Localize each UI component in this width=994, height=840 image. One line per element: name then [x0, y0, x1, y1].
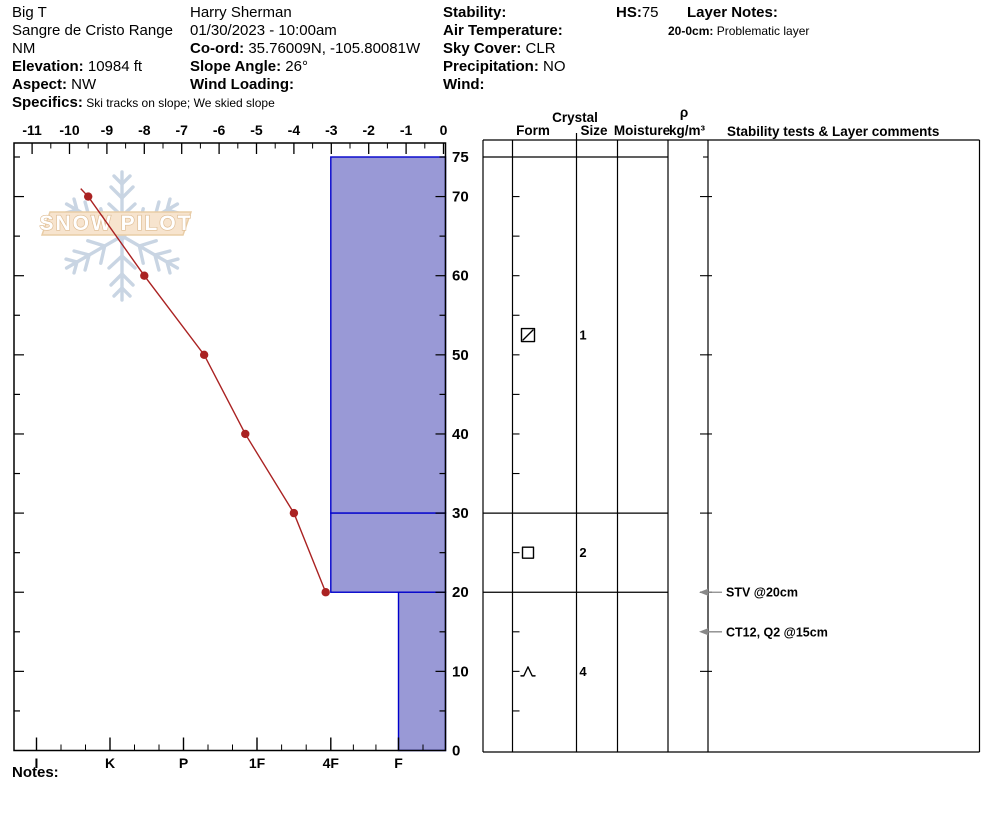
stability-test-comment: STV @20cm: [726, 586, 798, 600]
layer-notes-row: 20-0cm: Problematic layer: [668, 24, 810, 38]
temperature-line: [80, 188, 327, 593]
weather-info-row: Air Temperature:: [443, 22, 563, 39]
temp-axis-label: 0: [440, 122, 448, 138]
hardness-axis-label: P: [179, 755, 188, 771]
observer-info-row: Slope Angle: 26°: [190, 58, 308, 75]
temp-axis-label: -3: [325, 122, 338, 138]
temperature-point: [241, 429, 250, 439]
weather-info-row: Stability:: [443, 4, 507, 21]
layer-notes-row: Layer Notes:: [687, 4, 778, 21]
grain-form-square-icon: [521, 546, 535, 559]
depth-axis-label: 50: [452, 347, 469, 364]
snow-layer-bar: [330, 512, 447, 593]
temp-axis-label: -8: [138, 122, 151, 138]
grain-form-cup-icon: [520, 666, 536, 677]
hardness-axis-label: 4F: [323, 755, 340, 771]
hardness-axis-label: K: [105, 755, 115, 771]
notes-label: Notes:: [12, 764, 59, 781]
site-info-row: Big T: [12, 4, 47, 21]
depth-axis-label: 10: [452, 663, 469, 680]
snowpilot-watermark: SNOW PILOT: [39, 170, 193, 302]
depth-axis-label: 75: [452, 149, 469, 166]
watermark-text: SNOW PILOT: [40, 212, 193, 235]
site-info-row: Sangre de Cristo Range: [12, 22, 173, 39]
grain-form-square-slash-icon: [520, 327, 536, 343]
temperature-point: [321, 588, 330, 597]
col-header-crystal: Crystal: [552, 110, 598, 125]
hardness-axis-label: 1F: [249, 755, 266, 771]
weather-info-row: Wind:: [443, 76, 485, 93]
hardness-axis-label: F: [394, 755, 403, 771]
temperature-point: [199, 350, 209, 360]
depth-axis-label: 0: [452, 743, 460, 760]
depth-axis-label: 40: [452, 426, 469, 443]
temperature-point: [140, 271, 149, 280]
temp-axis-label: -10: [59, 122, 79, 138]
left-arrow-icon: [699, 628, 708, 636]
temp-axis-label: -6: [213, 122, 226, 138]
col-header-form: Form: [516, 123, 550, 138]
layer-notes-column: Layer Notes: 20-0cm: Problematic layer: [668, 4, 809, 40]
observer-info-row: Co-ord: 35.76009N, -105.80081W: [190, 40, 421, 57]
depth-axis-label: 60: [452, 268, 469, 285]
observer-info-column: Harry Sherman 01/30/2023 - 10:00am Co-ord:…: [190, 4, 420, 94]
grain-form-slash: [522, 329, 534, 341]
hs-info-row: HS:75: [616, 4, 659, 21]
col-header-density: ρ: [679, 105, 689, 120]
watermark-band: [40, 211, 193, 236]
depth-axis-label: 20: [452, 584, 469, 601]
snow-layer-bar: [330, 156, 447, 514]
hs-info-column: HS:75: [616, 4, 659, 22]
hardness-axis-label: I: [35, 755, 39, 771]
site-info-row: NM: [12, 40, 36, 57]
grain-size-value: 1: [579, 328, 586, 343]
left-arrow-icon: [699, 588, 708, 596]
temp-axis-label: -2: [362, 122, 375, 138]
temperature-point: [289, 508, 299, 518]
col-header-density-units: kg/m³: [668, 123, 706, 138]
weather-info-row: Sky Cover: CLR: [443, 40, 556, 57]
temp-axis-label: -1: [400, 122, 413, 138]
temp-axis-label: -4: [288, 122, 301, 138]
grain-size-value: 4: [579, 664, 587, 679]
temperature-point: [84, 192, 93, 201]
temp-axis-label: -7: [175, 122, 188, 138]
temp-axis-label: -5: [250, 122, 263, 138]
col-header-comments: Stability tests & Layer comments: [727, 124, 940, 139]
depth-axis-label: 70: [452, 189, 469, 206]
grain-size-value: 2: [579, 545, 586, 560]
snowpack-table-grid: [482, 133, 981, 753]
observer-info-row: Harry Sherman: [190, 4, 292, 21]
observer-info-row: 01/30/2023 - 10:00am: [190, 22, 337, 39]
depth-axis-label: 30: [452, 505, 469, 522]
observer-info-row: Wind Loading:: [190, 76, 295, 93]
temp-axis-label: -9: [101, 122, 114, 138]
weather-info-column: Stability: Air Temperature: Sky Cover: CLR…: [443, 4, 566, 94]
snowflake-icon: [64, 170, 180, 302]
site-info-column: Big T Sangre de Cristo Range NM Elevation: …: [12, 4, 275, 112]
site-info-row: Specifics: Ski tracks on slope; We skied…: [12, 94, 275, 111]
site-info-row: Elevation: 10984 ft: [12, 58, 143, 75]
col-header-moisture: Moisture: [613, 123, 671, 138]
temp-axis-label: -11: [22, 122, 42, 138]
stability-test-comment: CT12, Q2 @15cm: [726, 625, 828, 639]
col-header-size: Size: [580, 123, 608, 138]
weather-info-row: Precipitation: NO: [443, 58, 566, 75]
plot-frame: [13, 142, 447, 752]
site-info-row: Aspect: NW: [12, 76, 97, 93]
